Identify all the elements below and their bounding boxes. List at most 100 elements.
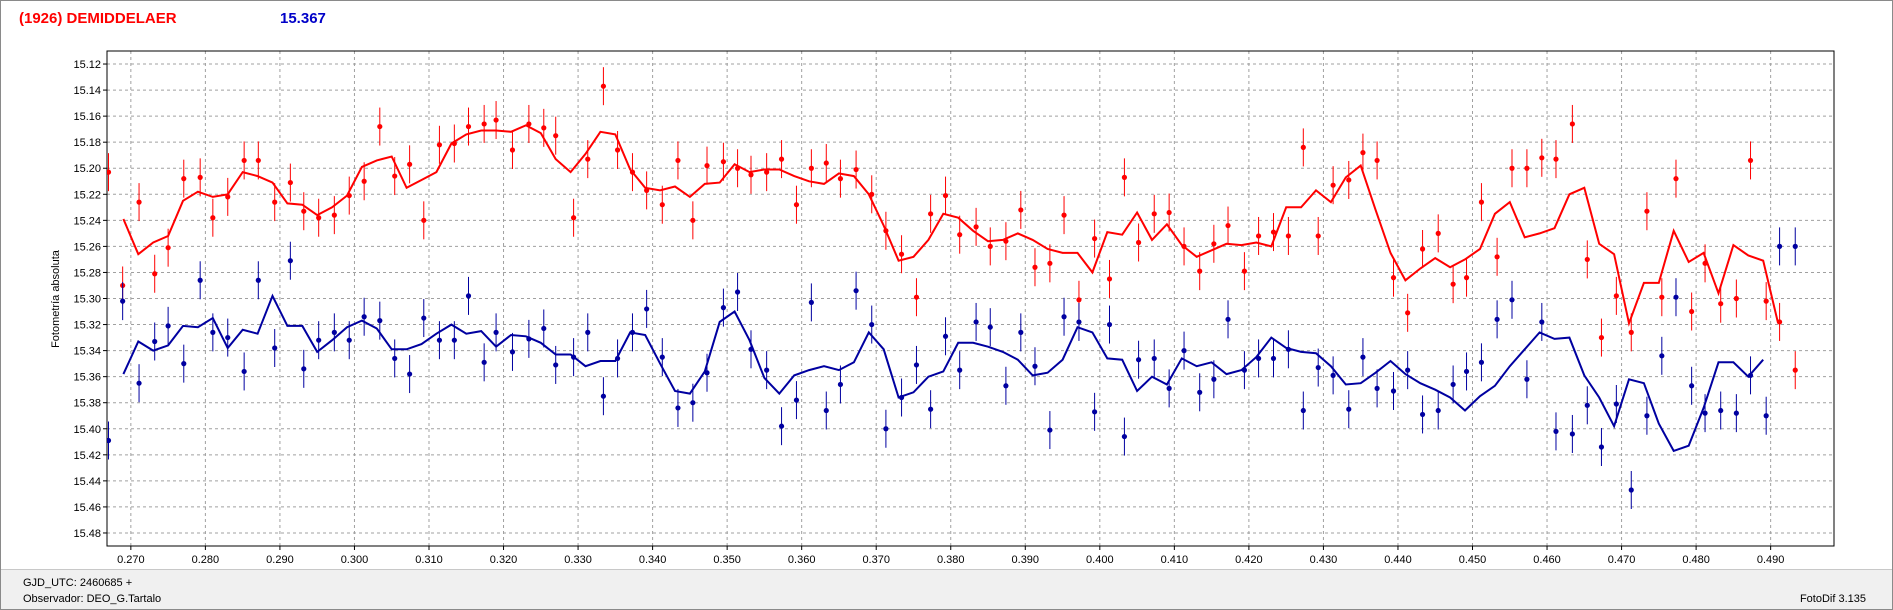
data-point [392,173,398,179]
data-point [1553,156,1559,162]
x-tick-label: 0.310 [415,554,443,566]
data-point [1673,294,1679,300]
y-tick-label: 15.48 [73,528,101,540]
data-point [1435,407,1441,414]
data-point [734,289,741,295]
data-point [1061,314,1067,320]
x-tick-label: 0.290 [266,554,294,566]
data-point [1018,329,1024,335]
data-point [898,394,905,401]
data-point [1613,401,1619,407]
data-point [837,176,844,182]
data-point [1225,222,1231,229]
data-point [957,232,963,238]
data-point [136,199,142,205]
data-point [928,406,934,412]
x-tick-label: 0.480 [1682,554,1710,566]
data-point [1494,254,1500,260]
data-point [1659,294,1665,300]
data-point [748,346,754,352]
x-tick-label: 0.430 [1310,554,1338,566]
data-point [748,172,754,178]
data-point [331,212,337,218]
data-point [509,147,516,153]
data-point [181,361,187,367]
y-tick-label: 15.46 [73,502,101,514]
data-point [853,166,859,173]
data-point [1285,233,1291,239]
data-point [1255,233,1262,239]
data-point [436,142,443,148]
data-point [987,243,993,249]
data-point [1061,212,1067,218]
data-point [837,381,844,388]
data-point [553,362,559,368]
y-tick-label: 15.44 [73,476,101,488]
series-0-trend-line [122,124,1780,327]
data-point [1106,321,1113,328]
data-point [1092,235,1098,242]
data-point [1747,372,1754,378]
data-point [704,163,710,169]
data-point [644,187,650,193]
data-point [1763,413,1769,419]
data-point [1166,209,1172,216]
data-point [181,176,187,182]
data-point [659,354,665,360]
data-point [1270,229,1277,235]
data-point [614,355,621,362]
data-point [720,159,727,165]
data-point [808,299,814,306]
data-point [210,329,216,335]
data-point [1450,381,1456,388]
data-point [1792,367,1798,373]
data-point [1360,354,1366,360]
data-point [1763,298,1769,304]
data-point [1702,260,1708,266]
data-point [377,123,383,130]
data-point [1598,334,1605,341]
data-point [1197,389,1203,395]
data-point [241,368,247,375]
data-point [690,400,696,406]
data-point [316,215,322,221]
y-tick-label: 15.40 [73,424,101,436]
y-tick-label: 15.28 [73,267,101,279]
x-tick-label: 0.300 [341,554,369,566]
data-point [883,228,889,234]
data-point [465,123,472,130]
data-point [225,334,231,341]
data-point [316,337,322,343]
data-point [481,121,487,127]
data-point [493,329,499,335]
y-axis-title: Fotometría absoluta [50,249,62,348]
x-tick-label: 0.320 [490,554,518,566]
data-point [1135,239,1142,246]
data-point [1569,431,1575,437]
y-tick-label: 15.24 [73,215,101,227]
data-point [720,305,727,311]
data-point [451,140,457,147]
data-point [1539,155,1545,161]
data-point [1494,316,1500,322]
data-point [1390,388,1397,394]
data-point [136,380,142,386]
data-point [1689,308,1695,315]
data-point [272,345,278,351]
series [107,67,1798,509]
data-point [973,224,979,230]
plot-title: (1926) DEMIDDELAER [19,10,177,27]
data-point [585,156,591,162]
data-point [629,329,636,335]
data-point [675,405,681,411]
data-point [659,202,665,208]
data-point [853,288,859,294]
y-tick-label: 15.26 [73,241,101,253]
data-point [793,397,800,403]
plot-value: 15.367 [280,10,326,27]
data-point [1374,385,1380,391]
data-point [1673,176,1679,182]
data-point [1166,385,1172,391]
data-point [690,217,696,223]
